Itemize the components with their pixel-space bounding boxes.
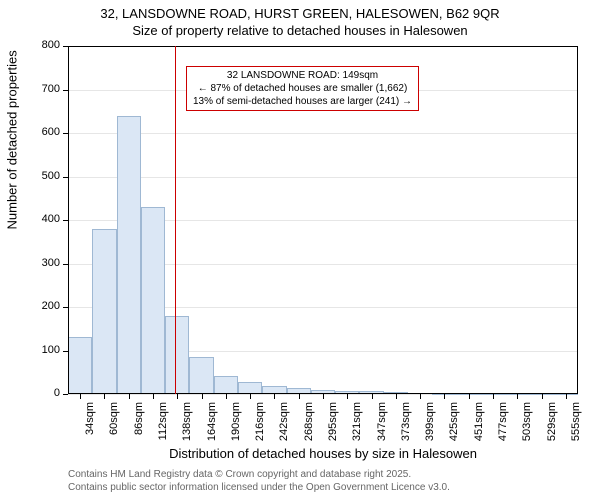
histogram-bar (214, 376, 238, 394)
x-tick (299, 394, 300, 399)
x-tick (177, 394, 178, 399)
x-tick (444, 394, 445, 399)
y-tick-label: 100 (28, 344, 60, 356)
x-tick (226, 394, 227, 399)
axis-spine-right (577, 46, 578, 394)
annotation-header: 32 LANSDOWNE ROAD: 149sqm (193, 69, 412, 82)
y-tick-label: 0 (28, 387, 60, 399)
x-tick (396, 394, 397, 399)
footer-line-2: Contains public sector information licen… (68, 481, 450, 494)
x-tick (493, 394, 494, 399)
histogram-bar (165, 316, 189, 394)
x-tick (202, 394, 203, 399)
y-tick-label: 600 (28, 126, 60, 138)
x-tick (153, 394, 154, 399)
gridline (68, 177, 578, 178)
title-line-1: 32, LANSDOWNE ROAD, HURST GREEN, HALESOW… (0, 6, 600, 23)
y-tick-label: 700 (28, 83, 60, 95)
histogram-bar (92, 229, 116, 394)
gridline (68, 133, 578, 134)
x-tick (517, 394, 518, 399)
plot-area: 010020030040050060070080034sqm60sqm86sqm… (68, 46, 578, 394)
x-tick (104, 394, 105, 399)
y-tick-label: 200 (28, 300, 60, 312)
x-tick (469, 394, 470, 399)
footer-line-1: Contains HM Land Registry data © Crown c… (68, 468, 450, 481)
x-tick (420, 394, 421, 399)
chart-container: 32, LANSDOWNE ROAD, HURST GREEN, HALESOW… (0, 0, 600, 500)
histogram-bar (68, 337, 92, 394)
chart-title: 32, LANSDOWNE ROAD, HURST GREEN, HALESOW… (0, 6, 600, 40)
title-line-2: Size of property relative to detached ho… (0, 23, 600, 40)
annotation-line-1: ← 87% of detached houses are smaller (1,… (193, 82, 412, 95)
y-tick (63, 394, 68, 395)
x-tick (129, 394, 130, 399)
y-tick-label: 300 (28, 257, 60, 269)
x-tick (274, 394, 275, 399)
x-tick (80, 394, 81, 399)
histogram-bar (141, 207, 165, 394)
annotation-line-2: 13% of semi-detached houses are larger (… (193, 95, 412, 108)
y-axis-label: Number of detached properties (5, 210, 20, 230)
x-tick (372, 394, 373, 399)
annotation-box: 32 LANSDOWNE ROAD: 149sqm← 87% of detach… (186, 66, 419, 111)
chart-footer: Contains HM Land Registry data © Crown c… (68, 468, 450, 494)
x-tick (323, 394, 324, 399)
axis-spine-top (68, 46, 578, 47)
x-tick (542, 394, 543, 399)
y-tick-label: 800 (28, 39, 60, 51)
reference-line (175, 46, 176, 394)
y-tick-label: 400 (28, 213, 60, 225)
x-tick (566, 394, 567, 399)
x-tick (347, 394, 348, 399)
histogram-bar (189, 357, 213, 394)
x-tick (250, 394, 251, 399)
axis-spine-left (68, 46, 69, 394)
y-tick-label: 500 (28, 170, 60, 182)
x-axis-label: Distribution of detached houses by size … (68, 446, 578, 461)
histogram-bar (117, 116, 141, 394)
axis-spine-bottom (68, 393, 578, 394)
